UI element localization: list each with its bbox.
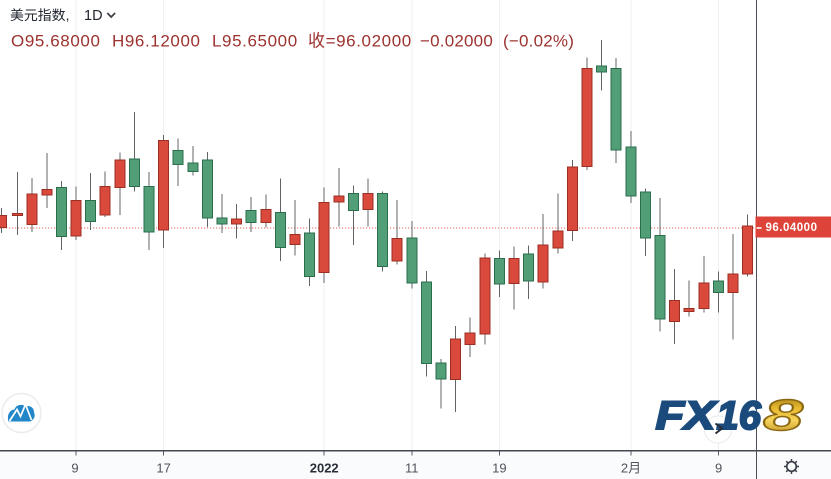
svg-text:FX: FX (656, 394, 719, 438)
svg-text:9: 9 (71, 461, 78, 476)
svg-text:16: 16 (717, 394, 762, 438)
svg-text:19: 19 (492, 461, 506, 476)
svg-text:2022: 2022 (310, 461, 339, 476)
svg-text:8: 8 (763, 391, 804, 440)
svg-text:17: 17 (156, 461, 170, 476)
svg-text:96.04000: 96.04000 (766, 222, 818, 234)
svg-text:美元指数,1D: 美元指数, 1D (10, 7, 103, 24)
svg-text:2月: 2月 (621, 461, 641, 476)
svg-text:11: 11 (405, 461, 419, 476)
svg-text:9: 9 (715, 461, 722, 476)
